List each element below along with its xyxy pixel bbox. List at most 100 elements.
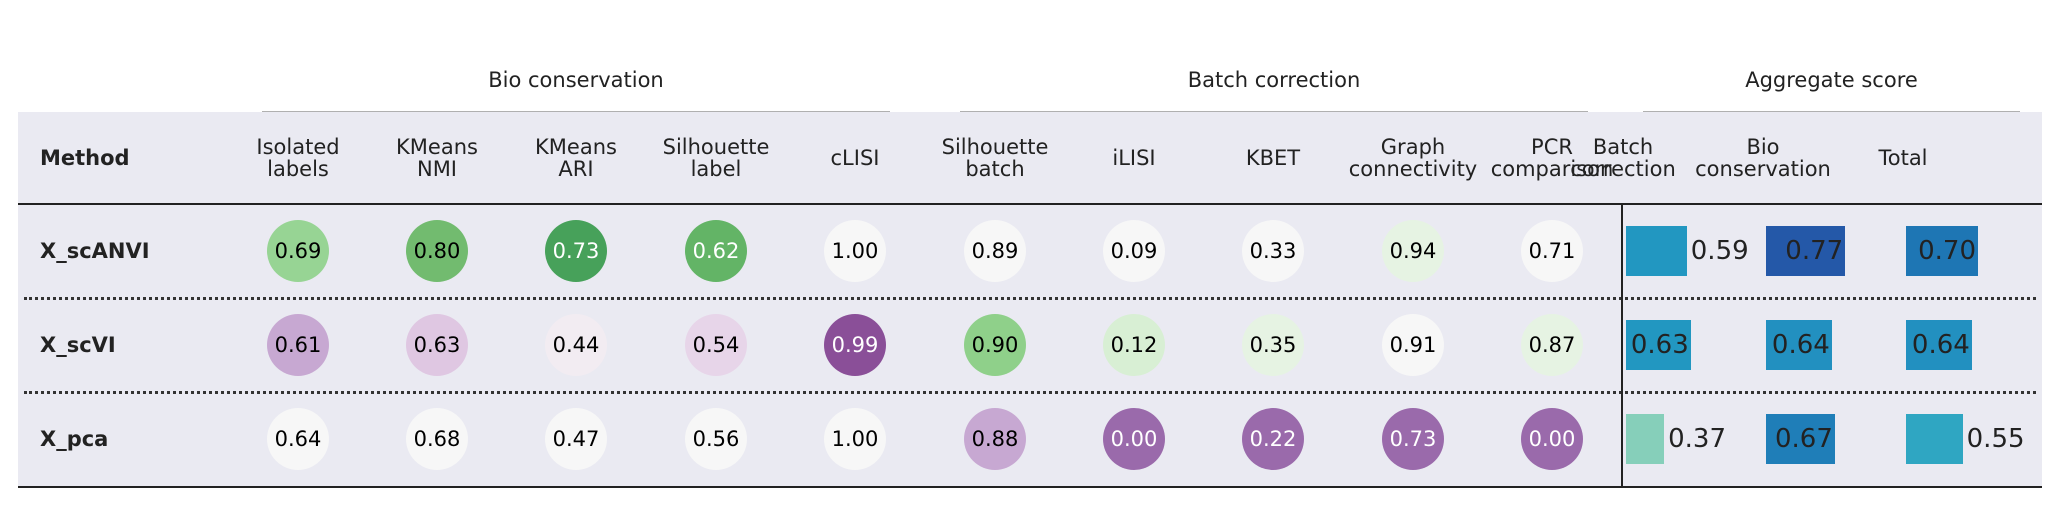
score-circle	[1521, 220, 1583, 282]
method-column-header: Method	[40, 146, 130, 170]
row-label-method: X_pca	[40, 427, 109, 451]
score-circle	[406, 314, 468, 376]
row-band	[18, 298, 2042, 392]
column-header-agg_batch: Batch correction	[1570, 136, 1676, 180]
score-circle	[1242, 220, 1304, 282]
column-header-line: correction	[1570, 157, 1676, 181]
score-value: 0.47	[552, 427, 600, 451]
score-circle	[685, 220, 747, 282]
row-separator	[24, 391, 2036, 394]
score-circle	[1103, 220, 1165, 282]
score-value: 0.12	[1110, 333, 1158, 357]
score-value: 0.35	[1249, 333, 1297, 357]
column-header-line: ARI	[558, 157, 594, 181]
group-label: Bio conservation	[488, 68, 664, 92]
score-circle	[267, 314, 329, 376]
score-circle	[406, 408, 468, 470]
score-circle	[1382, 220, 1444, 282]
score-value: 0.94	[1389, 239, 1437, 263]
score-circle	[1103, 314, 1165, 376]
score-value: 0.00	[1528, 427, 1576, 451]
column-header-line: batch	[965, 157, 1025, 181]
score-circle	[1242, 314, 1304, 376]
score-value: 0.54	[692, 333, 740, 357]
column-header-line: Isolated	[256, 135, 340, 159]
column-header-line: cLISI	[830, 146, 880, 170]
column-header-line: NMI	[416, 157, 458, 181]
aggregate-bar	[1626, 414, 1665, 464]
score-circle	[1103, 408, 1165, 470]
score-value: 0.56	[692, 427, 740, 451]
score-value: 0.64	[274, 427, 322, 451]
column-header-line: PCR	[1531, 135, 1573, 159]
aggregate-value: 0.64	[1911, 330, 1970, 360]
column-header-line: Silhouette	[662, 135, 770, 159]
row-label-method: X_scVI	[40, 333, 116, 357]
column-header-kmeans_ari: KMeans ARI	[535, 136, 617, 180]
column-header-line: iLISI	[1112, 146, 1156, 170]
score-value: 0.73	[552, 239, 600, 263]
score-value: 0.68	[413, 427, 461, 451]
table-bottom-border	[18, 486, 2042, 488]
column-header-line: Total	[1878, 146, 1928, 170]
score-value: 0.69	[274, 239, 322, 263]
score-circle	[1382, 314, 1444, 376]
aggregate-value: 0.59	[1690, 236, 1749, 266]
score-value: 1.00	[831, 239, 879, 263]
aggregate-bar	[1766, 320, 1832, 370]
column-header-isolated_labels: Isolated labels	[256, 136, 339, 180]
aggregate-bar	[1906, 320, 1972, 370]
aggregate-bar	[1766, 226, 1846, 276]
column-header-line: Bio	[1746, 135, 1780, 159]
row-label-method: X_scANVI	[40, 239, 150, 263]
score-circle	[267, 408, 329, 470]
score-value: 0.91	[1389, 333, 1437, 357]
column-header-silhouette_batch: Silhouette batch	[942, 136, 1049, 180]
score-circle	[406, 220, 468, 282]
header-divider	[18, 203, 2042, 205]
group-label: Aggregate score	[1745, 68, 1918, 92]
score-circle	[545, 220, 607, 282]
score-circle	[545, 408, 607, 470]
aggregate-value: 0.67	[1775, 424, 1833, 454]
score-circle	[964, 314, 1026, 376]
score-value: 0.88	[971, 427, 1019, 451]
aggregate-value: 0.37	[1668, 424, 1726, 454]
score-circle	[1242, 408, 1304, 470]
score-value: 0.62	[692, 239, 740, 263]
score-value: 0.73	[1389, 427, 1437, 451]
score-value: 0.33	[1249, 239, 1297, 263]
score-circle	[545, 314, 607, 376]
header-band	[18, 112, 2042, 204]
row-separator	[24, 297, 2036, 300]
column-header-line: conservation	[1695, 157, 1831, 181]
score-value: 0.71	[1528, 239, 1576, 263]
score-value: 1.00	[831, 427, 879, 451]
group-underline	[262, 111, 890, 112]
column-header-line: labels	[267, 157, 329, 181]
score-value: 0.00	[1110, 427, 1158, 451]
aggregate-divider	[1621, 204, 1623, 486]
aggregate-value: 0.77	[1785, 236, 1844, 266]
column-header-line: connectivity	[1348, 157, 1478, 181]
column-header-line: Silhouette	[941, 135, 1049, 159]
aggregate-value: 0.70	[1918, 236, 1976, 266]
column-header-graph_connectivity: Graph connectivity	[1349, 136, 1477, 180]
aggregate-bar	[1626, 320, 1691, 370]
score-circle	[1521, 408, 1583, 470]
column-header-agg_bio: Bio conservation	[1695, 136, 1831, 180]
score-value: 0.99	[831, 333, 879, 357]
column-header-kmeans_nmi: KMeans NMI	[396, 136, 478, 180]
score-value: 0.61	[274, 333, 322, 357]
aggregate-bar	[1626, 226, 1687, 276]
score-value: 0.90	[971, 333, 1019, 357]
column-header-pcr_comparison: PCR comparison	[1491, 136, 1614, 180]
aggregate-bar	[1906, 414, 1963, 464]
score-circle	[267, 220, 329, 282]
aggregate-value: 0.63	[1630, 330, 1689, 360]
group-underline	[960, 111, 1588, 112]
column-header-ilisi: iLISI	[1112, 147, 1155, 169]
score-circle	[824, 220, 886, 282]
aggregate-bar	[1906, 226, 1979, 276]
